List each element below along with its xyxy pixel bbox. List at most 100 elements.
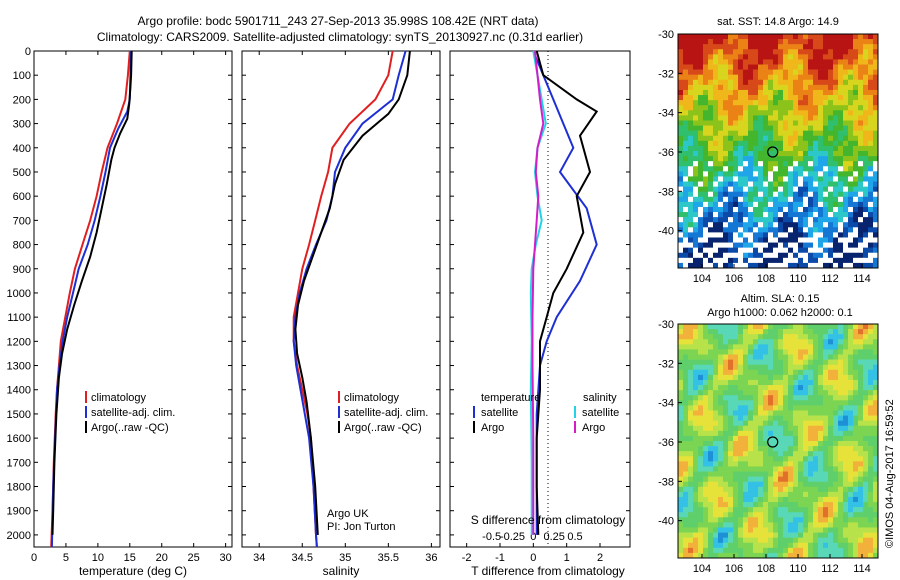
difference-xlabel-top: S difference from climatology bbox=[471, 513, 626, 527]
map-cell bbox=[798, 120, 804, 126]
map-cell bbox=[803, 120, 809, 126]
map-cell bbox=[863, 100, 869, 106]
map-cell bbox=[708, 105, 714, 111]
map-cell bbox=[858, 191, 864, 198]
map-cell bbox=[718, 507, 724, 513]
map-cell bbox=[803, 369, 809, 376]
map-cell bbox=[698, 227, 704, 233]
map-cell bbox=[763, 410, 769, 416]
map-cell bbox=[683, 552, 689, 559]
map-cell bbox=[728, 334, 734, 340]
map-cell bbox=[868, 502, 874, 508]
map-cell bbox=[813, 120, 819, 126]
map-cell bbox=[683, 324, 689, 330]
figure-title-line2: Climatology: CARS2009. Satellite-adjuste… bbox=[97, 30, 583, 44]
map-cell bbox=[738, 512, 744, 518]
map-cell bbox=[708, 466, 714, 472]
map-cell bbox=[728, 64, 734, 70]
map-cell bbox=[813, 89, 819, 96]
map-cell bbox=[713, 252, 719, 259]
map-cell bbox=[723, 191, 729, 198]
map-cell bbox=[858, 364, 864, 371]
map-cell bbox=[798, 491, 804, 498]
map-cell bbox=[798, 59, 804, 65]
map-cell bbox=[703, 425, 709, 432]
map-cell bbox=[738, 379, 744, 386]
map-cell bbox=[833, 140, 839, 147]
map-cell bbox=[843, 105, 849, 111]
map-cell bbox=[678, 181, 684, 187]
map-cell bbox=[853, 196, 859, 203]
map-cell bbox=[718, 527, 724, 533]
map-cell bbox=[788, 369, 794, 376]
map-cell bbox=[818, 140, 824, 147]
map-cell bbox=[678, 491, 684, 498]
map-cell bbox=[783, 227, 789, 233]
map-cell bbox=[773, 476, 779, 482]
map-cell bbox=[808, 237, 814, 243]
map-cell bbox=[838, 425, 844, 432]
map-cell bbox=[783, 186, 789, 192]
map-cell bbox=[788, 446, 794, 452]
map-cell bbox=[768, 151, 774, 157]
map-cell bbox=[863, 222, 869, 228]
map-cell bbox=[758, 95, 764, 101]
map-cell bbox=[808, 451, 814, 457]
map-cell bbox=[803, 507, 809, 513]
map-cell bbox=[808, 69, 814, 75]
map-cell bbox=[873, 39, 879, 45]
map-cell bbox=[833, 512, 839, 518]
map-cell bbox=[763, 334, 769, 340]
y-tick-label: 1600 bbox=[7, 433, 31, 445]
map-cell bbox=[803, 100, 809, 106]
map-cell bbox=[838, 491, 844, 498]
map-cell bbox=[868, 496, 874, 503]
map-cell bbox=[713, 344, 719, 350]
map-cell bbox=[808, 374, 814, 381]
map-cell bbox=[853, 186, 859, 192]
map-cell bbox=[718, 39, 724, 45]
map-cell bbox=[823, 446, 829, 452]
map-cell bbox=[848, 110, 854, 116]
map-cell bbox=[763, 120, 769, 126]
map-cell bbox=[863, 471, 869, 477]
map-cell bbox=[703, 537, 709, 544]
map-cell bbox=[778, 54, 784, 60]
map-cell bbox=[733, 385, 739, 391]
legend-climatology: climatology bbox=[91, 392, 147, 404]
map-cell bbox=[698, 476, 704, 482]
map-cell bbox=[728, 324, 734, 330]
map-y-tick-label: -34 bbox=[658, 398, 674, 410]
map-cell bbox=[788, 512, 794, 518]
map-cell bbox=[798, 79, 804, 86]
map-cell bbox=[688, 227, 694, 233]
map-cell bbox=[818, 390, 824, 396]
map-cell bbox=[858, 374, 864, 381]
map-cell bbox=[713, 364, 719, 371]
map-cell bbox=[828, 390, 834, 396]
map-cell bbox=[718, 176, 724, 182]
map-cell bbox=[873, 542, 879, 549]
map-cell bbox=[778, 69, 784, 75]
map-cell bbox=[743, 491, 749, 498]
map-cell bbox=[708, 517, 714, 523]
map-cell bbox=[848, 324, 854, 330]
map-cell bbox=[848, 446, 854, 452]
map-cell bbox=[748, 151, 754, 157]
map-cell bbox=[758, 54, 764, 60]
map-cell bbox=[863, 415, 869, 421]
map-cell bbox=[738, 354, 744, 360]
map-cell bbox=[863, 430, 869, 437]
map-cell bbox=[788, 196, 794, 203]
map-cell bbox=[858, 130, 864, 137]
map-cell bbox=[833, 59, 839, 65]
map-cell bbox=[683, 486, 689, 493]
map-cell bbox=[873, 44, 879, 50]
difference-legend: temperature satellite Argo salinity sate… bbox=[473, 392, 619, 434]
map-cell bbox=[678, 227, 684, 233]
map-cell bbox=[678, 542, 684, 549]
map-cell bbox=[793, 84, 799, 91]
map-cell bbox=[703, 79, 709, 86]
map-cell bbox=[753, 257, 759, 264]
map-cell bbox=[708, 476, 714, 482]
